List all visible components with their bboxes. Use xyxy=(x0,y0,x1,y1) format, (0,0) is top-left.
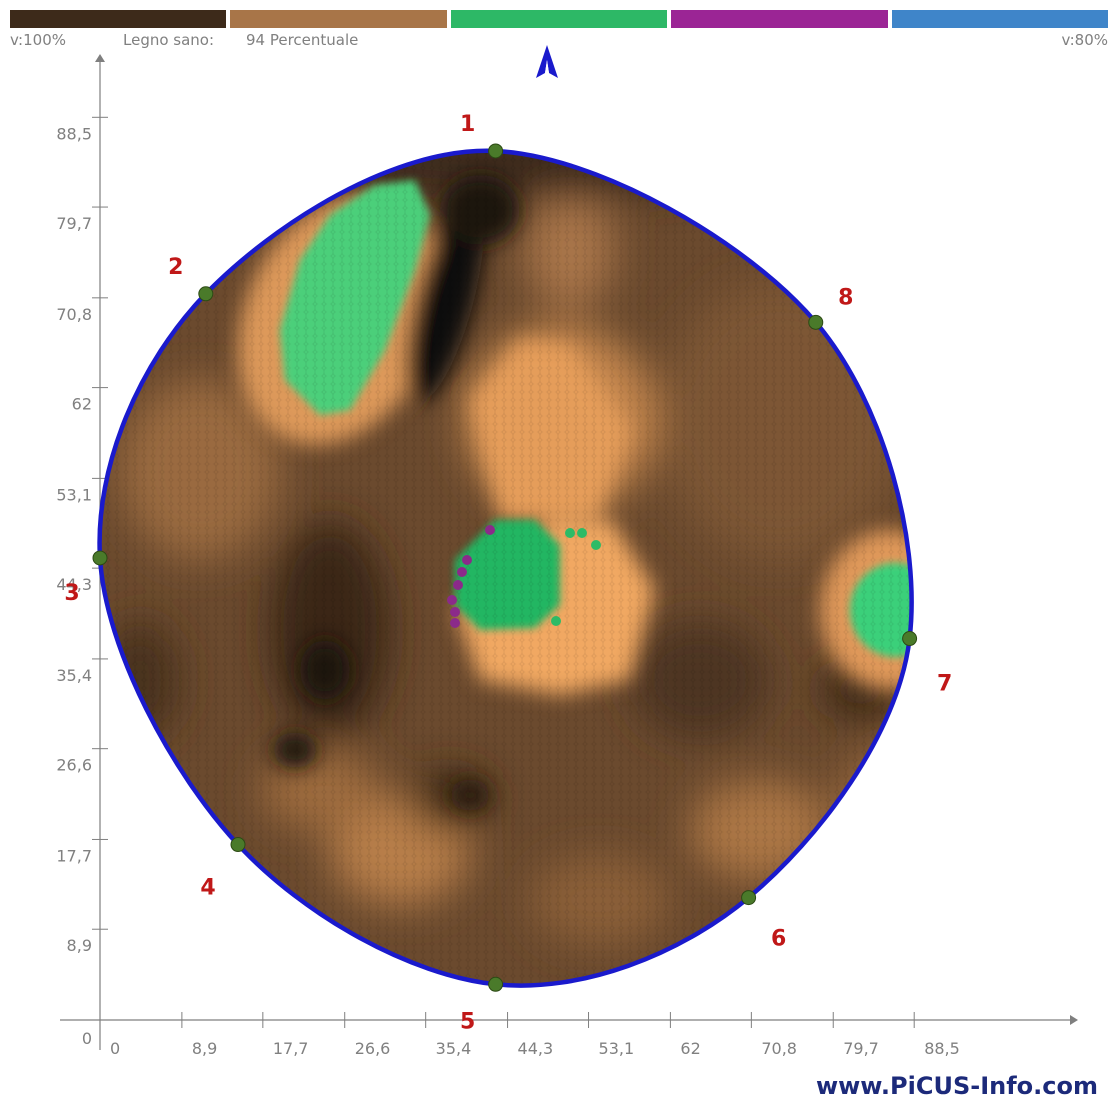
sensor-point xyxy=(198,286,214,302)
legend-value: 94 Percentuale xyxy=(246,31,359,49)
legend-header: v:100% Legno sano: 94 Percentuale v:80% xyxy=(10,31,1108,49)
x-tick-label: 17,7 xyxy=(273,1039,309,1058)
sensor-point xyxy=(902,631,918,647)
y-tick-label: 44,3 xyxy=(56,575,92,594)
x-tick-label: 0 xyxy=(110,1039,120,1058)
sensor-point xyxy=(488,143,504,159)
purple-dot xyxy=(450,618,460,628)
purple-dot xyxy=(447,595,457,605)
x-tick-label: 70,8 xyxy=(761,1039,797,1058)
y-tick-label: 53,1 xyxy=(56,485,92,504)
sensor-label: 2 xyxy=(168,255,183,280)
north-arrow-icon xyxy=(536,45,558,78)
y-axis-arrow-icon xyxy=(95,54,105,62)
legend-min-value: v:100% xyxy=(10,31,66,49)
sensors: 1 2 3 4 5 6 7 8 xyxy=(64,112,952,1034)
sensor-point xyxy=(230,837,246,853)
legend-label: Legno sano: xyxy=(123,31,215,49)
sensor-point xyxy=(808,314,824,330)
legend-color-bar xyxy=(10,10,1109,28)
green-dot xyxy=(591,540,601,550)
y-tick-label: 17,7 xyxy=(56,846,92,865)
legend-max-value: v:80% xyxy=(1061,31,1108,49)
purple-dot xyxy=(485,525,495,535)
y-tick-label: 88,5 xyxy=(56,124,92,143)
y-tick-label: 79,7 xyxy=(56,214,92,233)
purple-dot xyxy=(457,567,467,577)
origin-label: 0 xyxy=(82,1029,92,1048)
purple-decay-dots xyxy=(447,525,495,628)
x-tick-label: 79,7 xyxy=(843,1039,879,1058)
purple-dot xyxy=(450,607,460,617)
x-tick-label: 26,6 xyxy=(355,1039,391,1058)
sensor-point xyxy=(488,976,504,992)
x-tick-label: 53,1 xyxy=(599,1039,635,1058)
y-tick-label: 70,8 xyxy=(56,305,92,324)
x-tick-label: 8,9 xyxy=(192,1039,217,1058)
x-tick-label: 35,4 xyxy=(436,1039,472,1058)
sensor-label: 4 xyxy=(200,876,215,901)
green-dot xyxy=(565,528,575,538)
y-tick-label: 35,4 xyxy=(56,666,92,685)
y-tick-label: 26,6 xyxy=(56,756,92,775)
green-dot xyxy=(551,616,561,626)
legend-segment-blue xyxy=(891,10,1109,28)
green-dot xyxy=(577,528,587,538)
sensor-label: 8 xyxy=(838,285,853,310)
legend-segment-purple xyxy=(671,10,888,28)
sensor-label: 7 xyxy=(937,672,952,697)
legend-segment-dark-brown xyxy=(10,10,227,28)
x-tick-label: 88,5 xyxy=(924,1039,960,1058)
x-tick-label: 44,3 xyxy=(518,1039,554,1058)
tomogram-fill xyxy=(99,150,912,986)
purple-dot xyxy=(453,580,463,590)
sensor-label: 3 xyxy=(64,581,79,606)
green-dots xyxy=(551,528,601,626)
legend-segment-green xyxy=(450,10,668,28)
y-tick-label: 62 xyxy=(72,395,92,414)
y-tick-label: 8,9 xyxy=(67,936,92,955)
sensor-label: 6 xyxy=(771,927,786,952)
watermark: www.PiCUS-Info.com xyxy=(815,1072,1098,1100)
x-tick-label: 62 xyxy=(680,1039,700,1058)
sensor-label: 5 xyxy=(460,1009,475,1034)
purple-dot xyxy=(462,555,472,565)
x-axis-arrow-icon xyxy=(1070,1015,1078,1025)
sensor-point xyxy=(741,890,757,906)
sensor-point xyxy=(92,550,108,566)
sensor-label: 1 xyxy=(460,112,475,137)
legend-segment-light-brown xyxy=(230,10,447,28)
